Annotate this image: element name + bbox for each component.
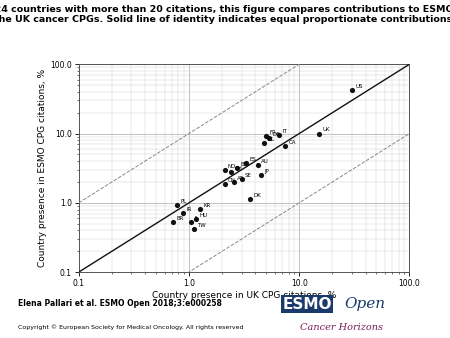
Point — [174, 202, 181, 208]
X-axis label: Country presence in UK CPG citations, %: Country presence in UK CPG citations, % — [152, 291, 336, 300]
Text: HU: HU — [199, 213, 207, 218]
Point — [282, 144, 289, 149]
Text: the UK cancer CPGs. Solid line of identity indicates equal proportionate contrib: the UK cancer CPGs. Solid line of identi… — [0, 15, 450, 24]
Text: DK: DK — [254, 193, 261, 197]
Text: IR: IR — [186, 207, 192, 212]
Text: NL: NL — [268, 137, 274, 142]
Text: UK: UK — [322, 127, 330, 132]
Text: PL: PL — [180, 199, 187, 204]
Point — [221, 182, 228, 187]
Text: CH: CH — [234, 166, 242, 171]
Text: JP: JP — [265, 169, 270, 174]
Text: Open: Open — [344, 297, 385, 311]
Point — [262, 133, 270, 139]
Point — [170, 220, 177, 225]
Point — [192, 216, 199, 222]
Point — [247, 196, 254, 201]
Text: Copyright © European Society for Medical Oncology. All rights reserved: Copyright © European Society for Medical… — [18, 324, 243, 330]
Text: ES: ES — [250, 156, 256, 162]
Point — [238, 176, 245, 182]
Text: SE: SE — [245, 173, 252, 178]
Text: AU: AU — [261, 159, 269, 164]
Text: CA: CA — [289, 140, 297, 145]
Point — [227, 169, 234, 174]
Point — [196, 206, 203, 212]
Text: ESMO: ESMO — [283, 297, 332, 312]
Point — [254, 162, 261, 168]
Point — [315, 131, 322, 136]
Point — [261, 141, 268, 146]
Point — [190, 226, 197, 232]
Text: FR: FR — [270, 130, 276, 135]
Text: BR: BR — [177, 216, 184, 221]
Text: IT: IT — [282, 129, 287, 134]
Text: Cancer Horizons: Cancer Horizons — [300, 323, 382, 332]
Text: BE: BE — [240, 162, 247, 167]
Text: NO: NO — [228, 164, 236, 169]
Point — [243, 160, 250, 165]
Point — [233, 165, 240, 170]
Point — [179, 210, 186, 215]
Text: TW: TW — [197, 223, 206, 228]
Point — [221, 167, 228, 172]
Text: Elena Pallari et al. ESMO Open 2018;3:e000258: Elena Pallari et al. ESMO Open 2018;3:e0… — [18, 299, 222, 308]
Text: For 24 countries with more than 20 citations, this figure compares contributions: For 24 countries with more than 20 citat… — [0, 5, 450, 14]
Text: KR: KR — [203, 203, 211, 208]
Text: US: US — [356, 84, 363, 89]
Text: DE: DE — [272, 132, 280, 137]
Point — [257, 172, 265, 178]
Point — [265, 136, 272, 141]
Point — [348, 88, 356, 93]
Text: ESMO: ESMO — [283, 297, 332, 312]
Text: AT: AT — [237, 176, 244, 181]
Point — [188, 220, 195, 225]
Y-axis label: Country presence in ESMO CPG citations, %: Country presence in ESMO CPG citations, … — [38, 69, 47, 267]
Text: IL: IL — [195, 216, 199, 221]
Point — [230, 179, 238, 185]
Text: CN: CN — [228, 178, 236, 183]
Point — [275, 132, 282, 138]
